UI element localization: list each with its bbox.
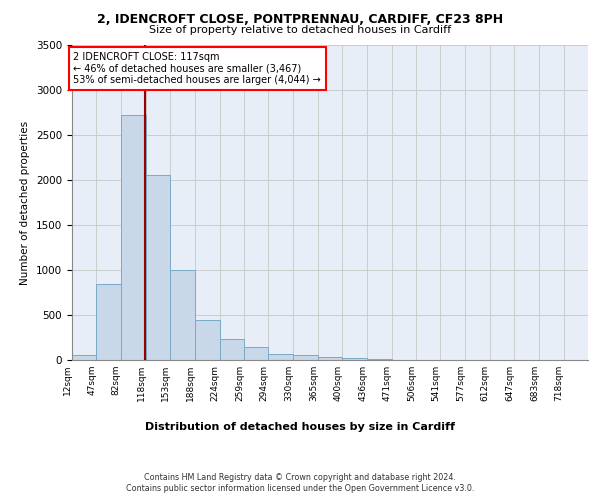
Bar [268,354,293,360]
Bar [97,284,121,360]
Bar [367,359,392,360]
Text: 2 IDENCROFT CLOSE: 117sqm
← 46% of detached houses are smaller (3,467)
53% of se: 2 IDENCROFT CLOSE: 117sqm ← 46% of detac… [73,52,321,86]
Text: Contains HM Land Registry data © Crown copyright and database right 2024.: Contains HM Land Registry data © Crown c… [144,472,456,482]
Bar [121,115,146,360]
Bar [72,354,97,360]
Bar [318,358,342,360]
Text: Distribution of detached houses by size in Cardiff: Distribution of detached houses by size … [145,422,455,432]
Bar [170,270,194,360]
Bar [194,320,220,360]
Text: 2, IDENCROFT CLOSE, PONTPRENNAU, CARDIFF, CF23 8PH: 2, IDENCROFT CLOSE, PONTPRENNAU, CARDIFF… [97,13,503,26]
Bar [293,355,318,360]
Bar [146,176,170,360]
Text: Contains public sector information licensed under the Open Government Licence v3: Contains public sector information licen… [126,484,474,493]
Bar [342,358,367,360]
Y-axis label: Number of detached properties: Number of detached properties [20,120,31,284]
Text: Size of property relative to detached houses in Cardiff: Size of property relative to detached ho… [149,25,451,35]
Bar [244,348,268,360]
Bar [220,340,244,360]
